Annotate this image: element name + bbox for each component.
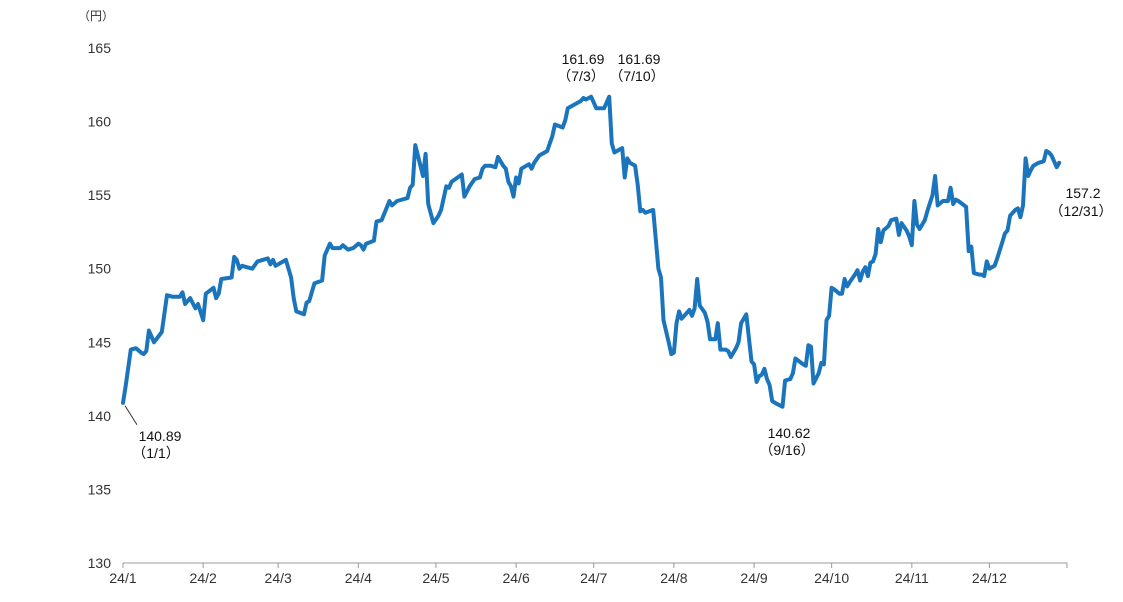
x-tick-label: 24/6 [502, 570, 529, 586]
annotation-peak-1: 161.69 （7/3） [557, 51, 604, 84]
annotation-leader-line [124, 405, 138, 426]
annotation-value: 140.89 [139, 428, 182, 444]
x-tick-label: 24/8 [660, 570, 687, 586]
annotation-low: 140.62 （9/16） [759, 425, 814, 458]
annotation-date: （12/31） [1049, 203, 1112, 219]
annotation-date: （9/16） [759, 442, 814, 458]
x-tick-label: 24/5 [422, 570, 449, 586]
y-tick-label: 130 [88, 555, 112, 571]
annotation-value: 161.69 [562, 51, 605, 67]
annotation-value: 157.2 [1065, 185, 1100, 201]
annotation-start: 140.89 （1/1） [132, 428, 181, 461]
unit-label: （円） [78, 9, 114, 23]
x-axis-tick-marks [122, 563, 1068, 568]
x-axis-tick-labels: 24/1 24/2 24/3 24/4 24/5 24/6 24/7 24/8 24/9 24/1… [109, 570, 1007, 586]
annotation-date: （7/10） [609, 68, 664, 84]
annotation-value: 161.69 [618, 51, 661, 67]
y-tick-label: 160 [88, 114, 112, 130]
x-tick-label: 24/2 [190, 570, 217, 586]
x-tick-label: 24/3 [265, 570, 292, 586]
x-tick-label: 24/10 [814, 570, 849, 586]
annotation-end: 157.2 （12/31） [1049, 185, 1112, 219]
series-line [121, 94, 1062, 409]
x-tick-label: 24/11 [895, 570, 929, 586]
y-tick-label: 150 [88, 261, 112, 277]
x-tick-label: 24/9 [740, 570, 767, 586]
y-tick-label: 135 [88, 481, 112, 497]
annotation-date: （7/3） [557, 68, 604, 84]
annotation-date: （1/1） [132, 445, 179, 461]
annotation-peak-2: 161.69 （7/10） [609, 51, 664, 84]
y-tick-label: 140 [88, 408, 112, 424]
y-tick-label: 145 [88, 334, 112, 350]
x-tick-label: 24/4 [345, 570, 372, 586]
y-tick-label: 155 [88, 187, 112, 203]
x-tick-label: 24/12 [972, 570, 1007, 586]
y-tick-label: 165 [88, 40, 112, 56]
annotation-value: 140.62 [768, 425, 811, 441]
x-tick-label: 24/1 [109, 570, 136, 586]
x-tick-label: 24/7 [580, 570, 607, 586]
y-axis-tick-labels: 130 135 140 145 150 155 160 165 [88, 40, 112, 571]
